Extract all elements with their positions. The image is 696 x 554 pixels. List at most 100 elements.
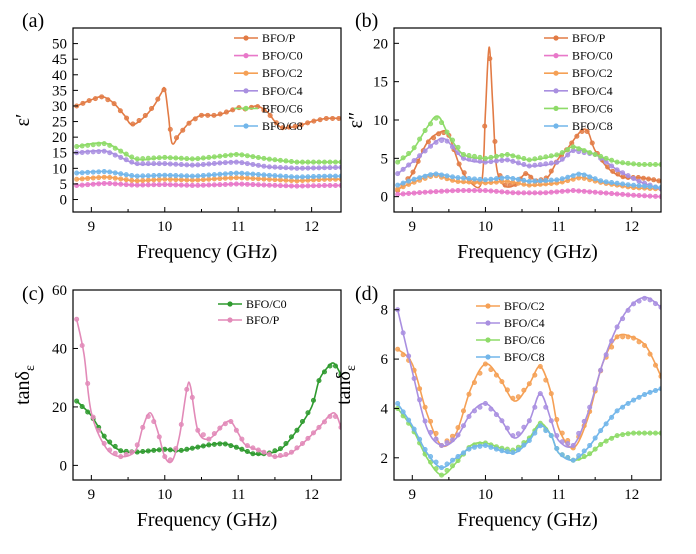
series-bfo-c4 bbox=[395, 295, 661, 448]
data-point bbox=[74, 316, 80, 322]
data-point bbox=[587, 189, 593, 195]
data-point bbox=[288, 165, 294, 171]
data-point bbox=[576, 146, 582, 152]
data-point bbox=[576, 171, 582, 177]
y-tick-label: 10 bbox=[373, 113, 388, 129]
x-tick-label: 9 bbox=[88, 219, 96, 235]
data-point bbox=[543, 161, 549, 167]
data-point bbox=[554, 417, 560, 423]
data-point bbox=[184, 386, 190, 392]
data-point bbox=[515, 160, 521, 166]
data-point bbox=[162, 182, 168, 188]
data-point bbox=[288, 174, 294, 180]
data-point bbox=[277, 446, 283, 452]
data-point bbox=[625, 307, 631, 313]
data-point bbox=[217, 153, 223, 159]
data-point bbox=[653, 161, 659, 167]
legend-swatch-marker bbox=[243, 105, 249, 111]
data-point bbox=[640, 175, 646, 181]
y-axis-label: ε′ bbox=[12, 114, 34, 127]
data-point bbox=[162, 154, 168, 160]
data-point bbox=[406, 162, 412, 168]
y-tick-label: 8 bbox=[381, 303, 389, 319]
data-point bbox=[184, 162, 190, 168]
data-point bbox=[167, 161, 173, 167]
data-point bbox=[450, 437, 456, 443]
data-point bbox=[217, 160, 223, 166]
data-point bbox=[299, 440, 305, 446]
data-point bbox=[330, 115, 336, 121]
data-point bbox=[173, 155, 179, 161]
y-tick-label: 0 bbox=[381, 190, 389, 206]
data-point bbox=[651, 177, 657, 183]
data-point bbox=[422, 173, 428, 179]
y-tick-label: 10 bbox=[52, 161, 67, 177]
data-point bbox=[653, 362, 659, 368]
data-point bbox=[521, 442, 527, 448]
data-point bbox=[151, 173, 157, 179]
data-point bbox=[178, 155, 184, 161]
data-point bbox=[488, 154, 494, 160]
data-point bbox=[493, 188, 499, 194]
legend-entry: BFO/P bbox=[234, 31, 296, 45]
data-point bbox=[239, 152, 245, 158]
data-point bbox=[178, 162, 184, 168]
data-point bbox=[439, 442, 445, 448]
data-point bbox=[167, 155, 173, 161]
data-point bbox=[178, 182, 184, 188]
x-tick-label: 12 bbox=[304, 487, 319, 503]
data-point bbox=[554, 152, 560, 158]
data-point bbox=[129, 154, 135, 160]
data-point bbox=[107, 439, 113, 445]
data-point bbox=[636, 298, 642, 304]
data-point bbox=[614, 433, 620, 439]
data-point bbox=[305, 159, 311, 165]
data-point bbox=[471, 408, 477, 414]
data-point bbox=[548, 177, 554, 183]
data-point bbox=[206, 161, 212, 167]
data-point bbox=[112, 152, 118, 158]
data-point bbox=[140, 161, 146, 167]
data-point bbox=[79, 343, 85, 349]
data-point bbox=[184, 446, 190, 452]
data-point bbox=[433, 466, 439, 472]
data-point bbox=[493, 176, 499, 182]
data-point bbox=[277, 183, 283, 189]
data-point bbox=[250, 171, 256, 177]
data-point bbox=[504, 189, 510, 195]
data-point bbox=[587, 174, 593, 180]
data-point bbox=[422, 189, 428, 195]
y-axis-label-subscript: ε bbox=[344, 365, 359, 371]
data-point bbox=[174, 135, 180, 141]
data-point bbox=[167, 457, 173, 463]
data-point bbox=[636, 183, 642, 189]
data-point bbox=[80, 100, 86, 106]
data-point bbox=[124, 115, 130, 121]
data-point bbox=[488, 159, 494, 165]
data-point bbox=[332, 413, 338, 419]
y-axis-label: tanδε bbox=[333, 365, 359, 405]
data-point bbox=[266, 182, 272, 188]
data-point bbox=[548, 433, 554, 439]
legend-swatch-marker bbox=[553, 35, 559, 41]
data-point bbox=[211, 182, 217, 188]
data-point bbox=[173, 182, 179, 188]
legend-entry: BFO/P bbox=[218, 313, 280, 327]
legend-label: BFO/C6 bbox=[572, 101, 613, 115]
data-point bbox=[178, 177, 184, 183]
data-point bbox=[184, 182, 190, 188]
data-point bbox=[156, 161, 162, 167]
legend-entry: BFO/P bbox=[544, 31, 606, 45]
data-point bbox=[112, 145, 118, 151]
data-point bbox=[400, 166, 406, 172]
data-point bbox=[230, 107, 236, 113]
data-point bbox=[134, 156, 140, 162]
data-point bbox=[151, 419, 157, 425]
data-point bbox=[327, 363, 333, 369]
legend-swatch-marker bbox=[485, 320, 491, 326]
data-point bbox=[450, 457, 456, 463]
legend-entry: BFO/C4 bbox=[234, 84, 303, 98]
data-point bbox=[395, 159, 401, 165]
y-tick-label: 45 bbox=[52, 52, 67, 68]
data-point bbox=[620, 404, 626, 410]
